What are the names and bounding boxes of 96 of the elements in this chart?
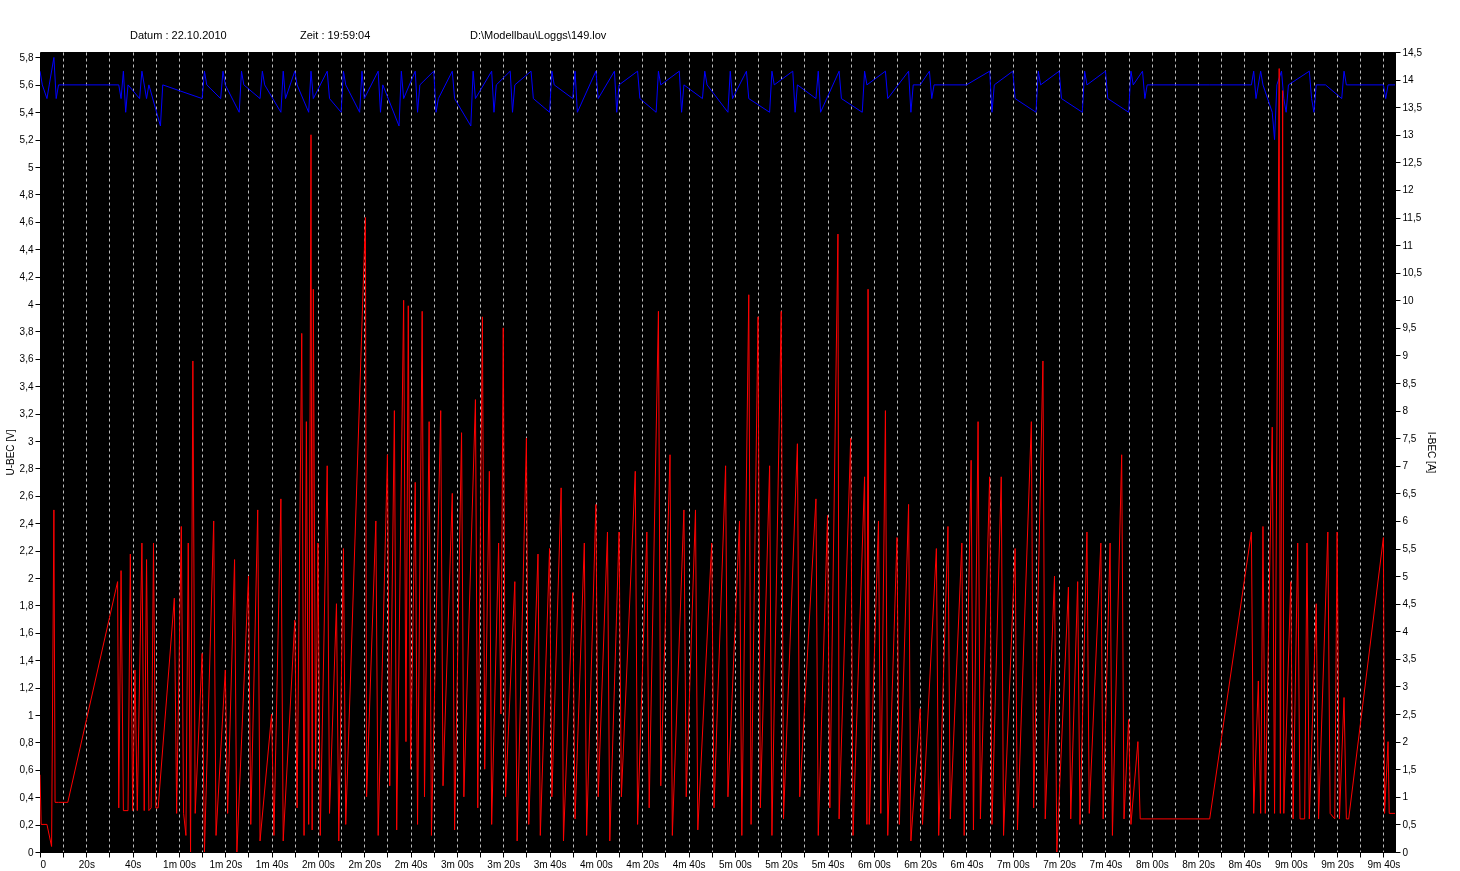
x-tick-label: 1m 40s — [255, 858, 289, 870]
y-tick-label: 5,2 — [19, 134, 34, 146]
y-tick-label: 0 — [27, 846, 34, 858]
x-tick-label: 7m 40s — [1089, 858, 1123, 870]
y2-tick-label: 7 — [1402, 460, 1409, 472]
x-tick-label: 5m 00s — [718, 858, 752, 870]
y2-tick-label: 6,5 — [1402, 487, 1417, 499]
y-tick-label: 2 — [27, 572, 34, 584]
text: Datum : 22.10.2010 — [130, 29, 227, 41]
y2-tick-label: 0,5 — [1402, 818, 1417, 830]
y-tick-label: 1,6 — [19, 627, 34, 639]
x-tick-label: 3m 00s — [441, 858, 474, 870]
y2-tick-label: 9 — [1402, 349, 1409, 361]
text: D:\Modellbau\Loggs\149.lov — [470, 29, 607, 41]
x-tick-label: 6m 00s — [857, 858, 891, 870]
y2-tick-label: 3,5 — [1402, 653, 1417, 665]
y2-tick-label: 4,5 — [1402, 598, 1417, 610]
x-tick-label: 8m 40s — [1228, 858, 1262, 870]
x-tick-label: 2m 40s — [394, 858, 428, 870]
x-tick-label: 2m 00s — [302, 858, 335, 870]
x-tick-label: 4m 20s — [626, 858, 660, 870]
x-tick-label: 7m 20s — [1043, 858, 1077, 870]
y2-tick-label: 13,5 — [1402, 101, 1423, 113]
y-tick-label: 1,4 — [19, 654, 34, 666]
x-tick-label: 1m 00s — [163, 858, 196, 870]
y2-tick-label: 14 — [1402, 74, 1415, 86]
y-tick-label: 5,4 — [19, 106, 34, 118]
y2-axis-title: I-BEC [A] — [1425, 431, 1437, 474]
y2-tick-label: 1 — [1402, 791, 1409, 803]
y-tick-label: 1 — [27, 709, 34, 721]
x-tick-label: 40s — [125, 858, 142, 870]
y2-tick-label: 0 — [1402, 846, 1409, 858]
y2-tick-label: 2 — [1402, 736, 1409, 748]
y2-tick-label: 7,5 — [1402, 432, 1417, 444]
y-axis-title: U-BEC [V] — [4, 429, 16, 476]
y-tick-label: 0,2 — [19, 819, 34, 831]
x-tick-label: 9m 40s — [1367, 858, 1401, 870]
x-tick-label: 9m 00s — [1274, 858, 1308, 870]
x-tick-label: 7m 00s — [996, 858, 1030, 870]
y2-tick-label: 9,5 — [1402, 322, 1417, 334]
y2-tick-label: 11,5 — [1402, 212, 1422, 224]
y-tick-label: 5,6 — [19, 79, 34, 91]
x-tick-label: 4m 40s — [672, 858, 706, 870]
y2-tick-label: 12 — [1402, 184, 1415, 196]
x-tick-label: 3m 40s — [533, 858, 567, 870]
y-tick-label: 0,4 — [19, 791, 34, 803]
x-tick-label: 0 — [40, 858, 47, 870]
text: Zeit : 19:59:04 — [300, 29, 371, 41]
x-tick-label: 9m 20s — [1321, 858, 1354, 870]
y2-tick-label: 6 — [1402, 515, 1409, 527]
y2-tick-label: 11 — [1402, 239, 1414, 251]
y-tick-label: 4,2 — [19, 271, 34, 283]
y-tick-label: 5 — [27, 161, 34, 173]
y-tick-label: 3,6 — [19, 353, 34, 365]
x-tick-label: 5m 20s — [765, 858, 799, 870]
x-tick-label: 8m 00s — [1135, 858, 1169, 870]
y-tick-label: 4,4 — [19, 243, 34, 255]
y-tick-label: 0,8 — [19, 736, 34, 748]
x-tick-label: 20s — [78, 858, 95, 870]
y-tick-label: 1,8 — [19, 599, 34, 611]
x-tick-label: 4m 00s — [580, 858, 613, 870]
y2-tick-label: 2,5 — [1402, 708, 1417, 720]
y-tick-label: 2,6 — [19, 490, 34, 502]
x-tick-label: 1m 20s — [209, 858, 243, 870]
y-tick-label: 4,6 — [19, 216, 34, 228]
y2-tick-label: 8 — [1402, 405, 1409, 417]
x-tick-label: 6m 20s — [904, 858, 938, 870]
y-tick-label: 3,4 — [19, 380, 34, 392]
y2-tick-label: 12,5 — [1402, 156, 1423, 168]
y-tick-label: 3,8 — [19, 325, 34, 337]
y2-tick-label: 4 — [1402, 625, 1409, 637]
y2-tick-label: 10 — [1402, 294, 1415, 306]
x-tick-label: 5m 40s — [811, 858, 845, 870]
x-tick-label: 3m 20s — [487, 858, 521, 870]
y-tick-label: 1,2 — [19, 682, 34, 694]
y-tick-label: 0,6 — [19, 764, 34, 776]
y-tick-label: 2,8 — [19, 462, 34, 474]
y2-tick-label: 14,5 — [1402, 46, 1423, 58]
y2-tick-label: 8,5 — [1402, 377, 1417, 389]
y2-tick-label: 10,5 — [1402, 267, 1423, 279]
line-series — [40, 56, 1395, 141]
x-tick-label: 6m 40s — [950, 858, 984, 870]
y2-tick-label: 3 — [1402, 680, 1409, 692]
y-tick-label: 5,8 — [19, 51, 34, 63]
y-tick-label: 4 — [27, 298, 34, 310]
y2-tick-label: 13 — [1402, 129, 1415, 141]
y-tick-label: 2,2 — [19, 545, 34, 557]
y2-tick-label: 5 — [1402, 570, 1409, 582]
y-tick-label: 3,2 — [19, 408, 34, 420]
y2-tick-label: 5,5 — [1402, 543, 1417, 555]
x-tick-label: 8m 20s — [1182, 858, 1216, 870]
y-tick-label: 2,4 — [19, 517, 34, 529]
x-tick-label: 2m 20s — [348, 858, 382, 870]
y2-tick-label: 1,5 — [1402, 763, 1417, 775]
y-tick-label: 4,8 — [19, 188, 34, 200]
y-tick-label: 3 — [27, 435, 34, 447]
